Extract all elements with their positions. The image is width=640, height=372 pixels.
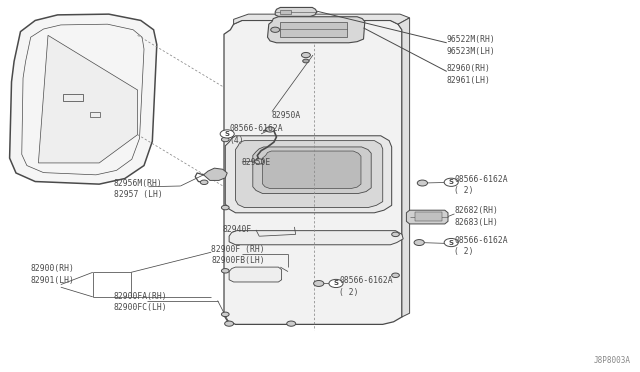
- Polygon shape: [398, 18, 410, 317]
- Circle shape: [329, 279, 343, 288]
- Text: J8P8003A: J8P8003A: [593, 356, 630, 365]
- Text: 82940F: 82940F: [223, 225, 252, 234]
- Text: 82960(RH)
82961(LH): 82960(RH) 82961(LH): [447, 64, 491, 84]
- Text: 82950E: 82950E: [242, 158, 271, 167]
- Text: 82682(RH)
82683(LH): 82682(RH) 82683(LH): [454, 206, 499, 227]
- Text: S: S: [449, 240, 454, 246]
- Polygon shape: [406, 210, 448, 224]
- Polygon shape: [229, 267, 282, 282]
- Circle shape: [255, 159, 264, 164]
- Circle shape: [266, 127, 275, 132]
- Polygon shape: [38, 35, 138, 163]
- Polygon shape: [236, 141, 383, 208]
- Polygon shape: [280, 22, 347, 37]
- Polygon shape: [275, 7, 317, 16]
- Polygon shape: [229, 231, 403, 245]
- Circle shape: [221, 137, 229, 142]
- Circle shape: [221, 269, 229, 273]
- Circle shape: [392, 273, 399, 278]
- Text: 82900FA(RH)
82900FC(LH): 82900FA(RH) 82900FC(LH): [114, 292, 168, 312]
- Text: 82900(RH)
82901(LH): 82900(RH) 82901(LH): [31, 264, 75, 285]
- Polygon shape: [262, 151, 361, 189]
- Circle shape: [417, 180, 428, 186]
- Polygon shape: [268, 17, 365, 43]
- Circle shape: [314, 280, 324, 286]
- Circle shape: [221, 312, 229, 317]
- Text: S: S: [333, 280, 339, 286]
- Text: 08566-6162A
( 2): 08566-6162A ( 2): [454, 175, 508, 195]
- Polygon shape: [10, 14, 157, 184]
- Polygon shape: [253, 147, 371, 193]
- Polygon shape: [224, 20, 402, 324]
- Polygon shape: [234, 14, 410, 24]
- Circle shape: [287, 321, 296, 326]
- Text: 82956M(RH)
82957 (LH): 82956M(RH) 82957 (LH): [114, 179, 163, 199]
- Circle shape: [271, 27, 280, 32]
- Polygon shape: [204, 168, 227, 180]
- Circle shape: [301, 52, 310, 58]
- Text: 08566-6162A
( 2): 08566-6162A ( 2): [339, 276, 393, 296]
- Circle shape: [200, 180, 208, 185]
- Circle shape: [303, 59, 309, 63]
- Text: 82950A: 82950A: [272, 111, 301, 120]
- Text: S: S: [225, 131, 230, 137]
- Text: 96522M(RH)
96523M(LH): 96522M(RH) 96523M(LH): [447, 35, 495, 55]
- Text: S: S: [449, 179, 454, 185]
- Circle shape: [220, 130, 234, 138]
- Circle shape: [221, 205, 229, 210]
- Text: 82900F (RH)
82900FB(LH): 82900F (RH) 82900FB(LH): [211, 245, 265, 265]
- Text: 08566-6162A
(4): 08566-6162A (4): [229, 125, 283, 145]
- Polygon shape: [280, 10, 291, 14]
- Polygon shape: [415, 212, 442, 221]
- Circle shape: [392, 232, 399, 237]
- Circle shape: [444, 238, 458, 247]
- Circle shape: [414, 240, 424, 246]
- Text: 08566-6162A
( 2): 08566-6162A ( 2): [454, 236, 508, 256]
- Circle shape: [225, 321, 234, 326]
- Polygon shape: [225, 136, 392, 213]
- Circle shape: [444, 178, 458, 186]
